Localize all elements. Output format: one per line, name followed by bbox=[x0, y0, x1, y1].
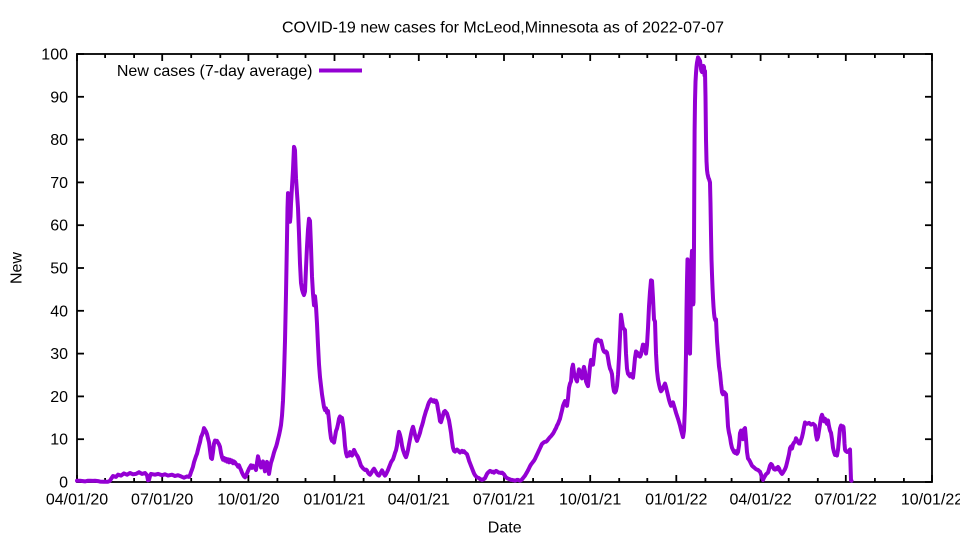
svg-text:01/01/21: 01/01/21 bbox=[303, 492, 365, 509]
svg-text:90: 90 bbox=[50, 89, 68, 106]
svg-text:01/01/22: 01/01/22 bbox=[645, 492, 707, 509]
svg-text:10/01/22: 10/01/22 bbox=[901, 492, 960, 509]
svg-text:New cases (7-day average): New cases (7-day average) bbox=[117, 63, 313, 80]
svg-text:60: 60 bbox=[50, 218, 68, 235]
svg-text:100: 100 bbox=[41, 47, 68, 64]
svg-text:07/01/20: 07/01/20 bbox=[131, 492, 193, 509]
svg-text:50: 50 bbox=[50, 261, 68, 278]
svg-text:40: 40 bbox=[50, 303, 68, 320]
svg-text:30: 30 bbox=[50, 346, 68, 363]
svg-text:04/01/21: 04/01/21 bbox=[388, 492, 450, 509]
svg-text:04/01/20: 04/01/20 bbox=[46, 492, 108, 509]
svg-text:07/01/22: 07/01/22 bbox=[815, 492, 877, 509]
svg-text:10/01/20: 10/01/20 bbox=[217, 492, 279, 509]
svg-text:10/01/21: 10/01/21 bbox=[559, 492, 621, 509]
svg-text:04/01/22: 04/01/22 bbox=[729, 492, 791, 509]
svg-text:Date: Date bbox=[488, 519, 522, 536]
svg-text:COVID-19 new cases for McLeod,: COVID-19 new cases for McLeod,Minnesota … bbox=[282, 20, 724, 37]
svg-text:80: 80 bbox=[50, 132, 68, 149]
svg-text:70: 70 bbox=[50, 175, 68, 192]
svg-text:10: 10 bbox=[50, 432, 68, 449]
svg-text:New: New bbox=[9, 252, 26, 284]
svg-text:07/01/21: 07/01/21 bbox=[473, 492, 535, 509]
svg-text:20: 20 bbox=[50, 389, 68, 406]
svg-text:0: 0 bbox=[59, 475, 68, 492]
